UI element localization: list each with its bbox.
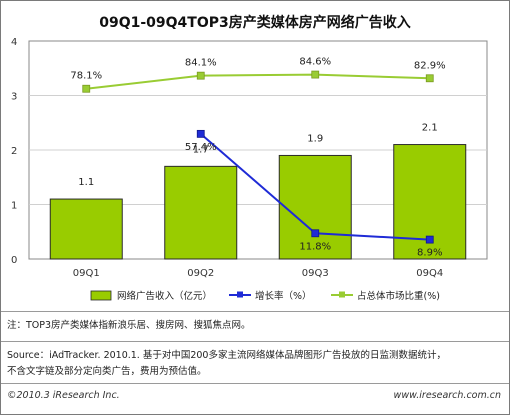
y-tick-label: 3 <box>11 92 17 103</box>
y-tick-label: 4 <box>11 37 17 48</box>
note-text: 注：TOP3房产类媒体指新浪乐居、搜房网、搜狐焦点网。 <box>7 320 251 331</box>
divider <box>1 341 509 342</box>
divider <box>1 383 509 384</box>
line-value-label: 84.1% <box>185 58 217 69</box>
x-tick-label: 09Q2 <box>187 268 214 279</box>
bar-value-label: 1.1 <box>78 177 94 188</box>
source-line-2: 不含文字链及部分定向类广告，费用为预估值。 <box>7 366 207 377</box>
legend-label: 增长率（%） <box>255 290 312 302</box>
line-value-label: 8.9% <box>417 248 442 259</box>
series-marker <box>196 71 205 80</box>
legend-marker <box>237 291 243 298</box>
line-value-label: 57.4% <box>185 142 217 153</box>
legend-label: 网络广告收入（亿元） <box>117 290 212 302</box>
series-marker <box>196 129 205 138</box>
legend-label: 占总体市场比重(%) <box>357 290 440 302</box>
line-value-label: 11.8% <box>299 241 331 252</box>
series-line <box>86 73 430 90</box>
series-marker <box>311 70 320 79</box>
bar-value-label: 2.1 <box>422 123 438 134</box>
bar <box>164 165 238 260</box>
bar-value-label: 1.7 <box>193 144 209 155</box>
y-tick-label: 2 <box>11 146 17 157</box>
legend-swatch <box>90 290 112 301</box>
bar <box>278 154 352 260</box>
bar <box>49 198 123 260</box>
chart: 09Q1-09Q4TOP3房产类媒体房产网络广告收入 0 1 2 3 4 1.1 1.7 1.… <box>11 14 488 302</box>
legend: 网络广告收入（亿元） 增长率（%） 占总体市场比重(%) <box>90 290 440 302</box>
x-tick-label: 09Q3 <box>302 268 329 279</box>
y-tick-label: 1 <box>11 201 17 212</box>
line-value-label: 82.9% <box>414 60 446 71</box>
website-link[interactable]: www.iresearch.com.cn <box>393 390 501 401</box>
x-tick-label: 09Q1 <box>73 268 100 279</box>
x-tick-label: 09Q4 <box>416 268 443 279</box>
chart-title: 09Q1-09Q4TOP3房产类媒体房产网络广告收入 <box>99 14 411 31</box>
series-marker <box>425 235 434 244</box>
copyright: ©2010.3 iResearch Inc. <box>7 390 120 401</box>
divider <box>1 311 509 312</box>
legend-marker <box>339 291 345 298</box>
series-marker <box>82 84 91 93</box>
y-tick-label: 0 <box>11 255 17 266</box>
plot-area: 0 1 2 3 4 1.1 1.7 1.9 2.1 09Q1 09Q2 09Q3 09Q4 57.4% 11… <box>11 37 488 279</box>
line-value-label: 84.6% <box>299 57 331 68</box>
bar-value-label: 1.9 <box>307 133 323 144</box>
source-line-1: Source：iAdTracker. 2010.1. 基于对中国200多家主流网… <box>7 350 446 361</box>
line-value-label: 78.1% <box>70 71 102 82</box>
series-marker <box>311 229 320 238</box>
series-marker <box>425 74 434 83</box>
